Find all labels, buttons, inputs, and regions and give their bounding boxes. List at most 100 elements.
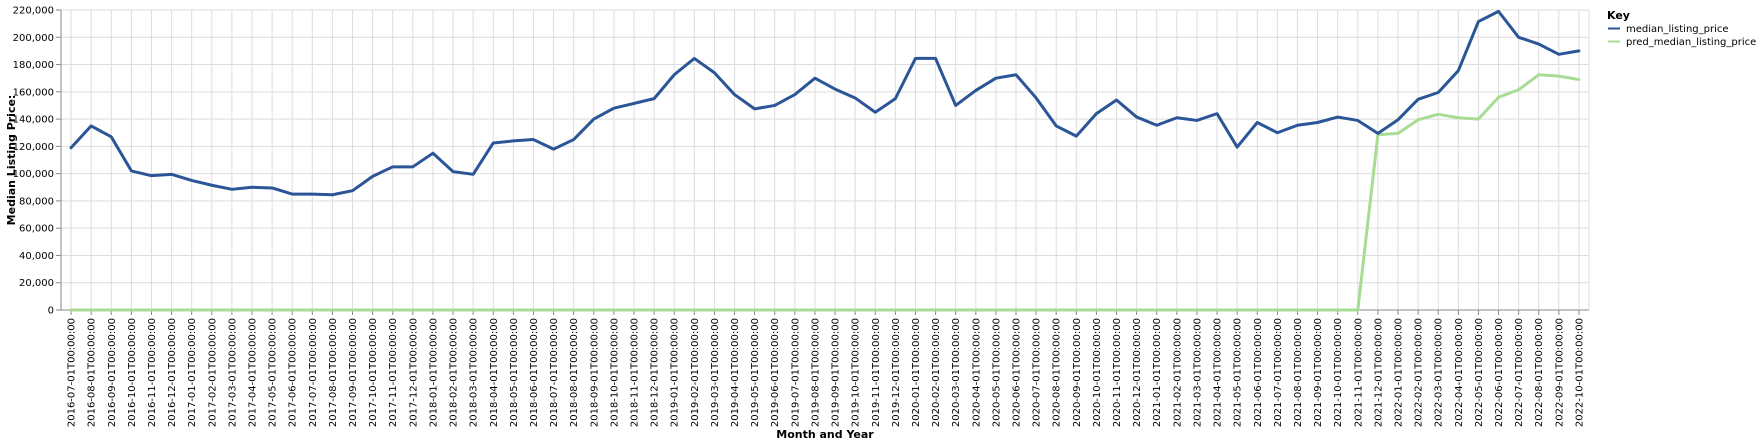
x-tick-label: 2018-05-01T00:00:00 bbox=[509, 318, 520, 427]
x-tick-label: 2019-12-01T00:00:00 bbox=[891, 318, 902, 427]
grid-lines bbox=[61, 9, 1589, 311]
x-tick-label: 2018-03-01T00:00:00 bbox=[469, 318, 480, 427]
x-tick-label: 2017-10-01T00:00:00 bbox=[368, 318, 379, 427]
x-tick-label: 2016-10-01T00:00:00 bbox=[127, 318, 138, 427]
x-tick-label: 2020-10-01T00:00:00 bbox=[1092, 318, 1103, 427]
x-tick-label: 2021-10-01T00:00:00 bbox=[1333, 318, 1344, 427]
x-tick-label: 2022-01-01T00:00:00 bbox=[1394, 318, 1405, 427]
x-tick-label: 2016-11-01T00:00:00 bbox=[147, 318, 158, 427]
x-axis-title: Month and Year bbox=[776, 428, 874, 441]
x-tick-label: 2021-02-01T00:00:00 bbox=[1172, 318, 1183, 427]
x-tick-label: 2021-03-01T00:00:00 bbox=[1192, 318, 1203, 427]
x-tick-label: 2017-08-01T00:00:00 bbox=[328, 318, 339, 427]
x-tick-label: 2019-09-01T00:00:00 bbox=[831, 318, 842, 427]
legend-label: pred_median_listing_price bbox=[1626, 37, 1756, 48]
x-tick-label: 2018-10-01T00:00:00 bbox=[609, 318, 620, 427]
x-tick-label: 2019-02-01T00:00:00 bbox=[690, 318, 701, 427]
y-tick-label: 80,000 bbox=[19, 196, 54, 207]
y-tick-label: 0 bbox=[48, 306, 54, 317]
x-tick-label: 2021-06-01T00:00:00 bbox=[1253, 318, 1264, 427]
x-tick-label: 2018-07-01T00:00:00 bbox=[549, 318, 560, 427]
x-tick-label: 2019-01-01T00:00:00 bbox=[670, 318, 681, 427]
x-tick-label: 2022-08-01T00:00:00 bbox=[1534, 318, 1545, 427]
y-tick-label: 40,000 bbox=[19, 251, 54, 262]
x-tick-label: 2020-05-01T00:00:00 bbox=[991, 318, 1002, 427]
x-tick-label: 2019-03-01T00:00:00 bbox=[710, 318, 721, 427]
x-tick-label: 2020-06-01T00:00:00 bbox=[1012, 318, 1023, 427]
x-tick-label: 2020-01-01T00:00:00 bbox=[911, 318, 922, 427]
x-tick-label: 2020-11-01T00:00:00 bbox=[1112, 318, 1123, 427]
x-tick-label: 2017-03-01T00:00:00 bbox=[227, 318, 238, 427]
x-tick-label: 2018-11-01T00:00:00 bbox=[630, 318, 641, 427]
x-axis-ticks: 2016-07-01T00:00:00 2016-08-01T00:00:00 20… bbox=[67, 310, 1585, 427]
x-tick-label: 2022-06-01T00:00:00 bbox=[1494, 318, 1505, 427]
x-tick-label: 2022-07-01T00:00:00 bbox=[1514, 318, 1525, 427]
x-tick-label: 2020-03-01T00:00:00 bbox=[951, 318, 962, 427]
x-tick-label: 2017-11-01T00:00:00 bbox=[388, 318, 399, 427]
legend-title: Key bbox=[1607, 9, 1630, 22]
y-tick-label: 20,000 bbox=[19, 278, 54, 289]
x-tick-label: 2019-11-01T00:00:00 bbox=[871, 318, 882, 427]
x-tick-label: 2018-04-01T00:00:00 bbox=[489, 318, 500, 427]
y-tick-label: 140,000 bbox=[13, 115, 54, 126]
x-tick-label: 2017-06-01T00:00:00 bbox=[288, 318, 299, 427]
x-tick-label: 2019-04-01T00:00:00 bbox=[730, 318, 741, 427]
x-tick-label: 2019-07-01T00:00:00 bbox=[790, 318, 801, 427]
x-tick-label: 2022-10-01T00:00:00 bbox=[1574, 318, 1585, 427]
series-lines bbox=[69, 9, 1581, 312]
x-tick-label: 2017-12-01T00:00:00 bbox=[408, 318, 419, 427]
x-tick-label: 2021-11-01T00:00:00 bbox=[1353, 318, 1364, 427]
x-tick-label: 2019-10-01T00:00:00 bbox=[851, 318, 862, 427]
x-tick-label: 2018-02-01T00:00:00 bbox=[449, 318, 460, 427]
x-tick-label: 2021-09-01T00:00:00 bbox=[1313, 318, 1324, 427]
x-tick-label: 2022-09-01T00:00:00 bbox=[1554, 318, 1565, 427]
axes bbox=[60, 10, 1590, 311]
y-tick-label: 180,000 bbox=[13, 60, 54, 71]
series-line-pred_median_listing_price bbox=[69, 73, 1581, 312]
y-tick-label: 100,000 bbox=[13, 169, 54, 180]
x-tick-label: 2020-07-01T00:00:00 bbox=[1032, 318, 1043, 427]
x-tick-label: 2018-08-01T00:00:00 bbox=[569, 318, 580, 427]
x-tick-label: 2018-09-01T00:00:00 bbox=[589, 318, 600, 427]
x-tick-label: 2019-05-01T00:00:00 bbox=[750, 318, 761, 427]
legend-label: median_listing_price bbox=[1626, 24, 1729, 35]
x-tick-label: 2019-06-01T00:00:00 bbox=[770, 318, 781, 427]
x-tick-label: 2022-02-01T00:00:00 bbox=[1414, 318, 1425, 427]
x-tick-label: 2017-09-01T00:00:00 bbox=[348, 318, 359, 427]
x-tick-label: 2016-09-01T00:00:00 bbox=[107, 318, 118, 427]
x-tick-label: 2021-04-01T00:00:00 bbox=[1213, 318, 1224, 427]
y-tick-label: 200,000 bbox=[13, 33, 54, 44]
x-tick-label: 2020-12-01T00:00:00 bbox=[1132, 318, 1143, 427]
series-line-median_listing_price bbox=[69, 9, 1581, 197]
x-tick-label: 2017-01-01T00:00:00 bbox=[187, 318, 198, 427]
x-tick-label: 2019-08-01T00:00:00 bbox=[810, 318, 821, 427]
x-tick-label: 2020-09-01T00:00:00 bbox=[1072, 318, 1083, 427]
x-tick-label: 2020-02-01T00:00:00 bbox=[931, 318, 942, 427]
x-tick-label: 2017-05-01T00:00:00 bbox=[268, 318, 279, 427]
y-tick-label: 60,000 bbox=[19, 224, 54, 235]
x-tick-label: 2018-12-01T00:00:00 bbox=[650, 318, 661, 427]
x-tick-label: 2022-04-01T00:00:00 bbox=[1454, 318, 1465, 427]
x-tick-label: 2018-01-01T00:00:00 bbox=[428, 318, 439, 427]
x-tick-label: 2021-01-01T00:00:00 bbox=[1152, 318, 1163, 427]
x-tick-label: 2017-02-01T00:00:00 bbox=[207, 318, 218, 427]
y-tick-label: 120,000 bbox=[13, 142, 54, 153]
x-tick-label: 2020-04-01T00:00:00 bbox=[971, 318, 982, 427]
x-tick-label: 2022-03-01T00:00:00 bbox=[1434, 318, 1445, 427]
x-tick-label: 2021-08-01T00:00:00 bbox=[1293, 318, 1304, 427]
x-tick-label: 2018-06-01T00:00:00 bbox=[529, 318, 540, 427]
x-tick-label: 2022-05-01T00:00:00 bbox=[1474, 318, 1485, 427]
x-tick-label: 2020-08-01T00:00:00 bbox=[1052, 318, 1063, 427]
x-tick-label: 2016-08-01T00:00:00 bbox=[87, 318, 98, 427]
x-tick-label: 2021-07-01T00:00:00 bbox=[1273, 318, 1284, 427]
x-tick-label: 2021-05-01T00:00:00 bbox=[1233, 318, 1244, 427]
x-tick-label: 2016-07-01T00:00:00 bbox=[67, 318, 78, 427]
x-tick-label: 2017-07-01T00:00:00 bbox=[308, 318, 319, 427]
y-tick-label: 220,000 bbox=[13, 6, 54, 17]
legend: Key median_listing_price pred_median_list… bbox=[1607, 9, 1756, 48]
x-tick-label: 2021-12-01T00:00:00 bbox=[1373, 318, 1384, 427]
y-axis-title: Median Listing Price: bbox=[5, 95, 18, 226]
x-tick-label: 2017-04-01T00:00:00 bbox=[248, 318, 259, 427]
x-tick-label: 2016-12-01T00:00:00 bbox=[167, 318, 178, 427]
